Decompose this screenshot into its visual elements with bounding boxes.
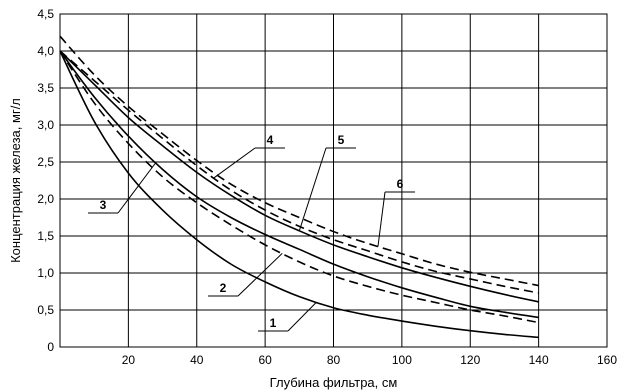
y-tick-label: 0 bbox=[47, 340, 54, 354]
callout-leader-2 bbox=[237, 253, 283, 297]
y-tick-label: 2,5 bbox=[37, 155, 54, 169]
y-tick-label: 4,5 bbox=[37, 7, 54, 21]
x-axis-ticks: 20 40 60 80 100 120 140 160 bbox=[122, 353, 618, 367]
x-tick-label: 20 bbox=[122, 353, 136, 367]
series-line-1 bbox=[59, 50, 539, 339]
y-tick-label: 3,0 bbox=[37, 118, 54, 132]
callout-label-2: 2 bbox=[220, 281, 227, 295]
x-tick-label: 100 bbox=[392, 353, 412, 367]
series-line-4 bbox=[59, 50, 539, 294]
series-line-3 bbox=[59, 50, 539, 319]
callout-layer: 1 2 3 4 5 6 bbox=[88, 133, 415, 332]
series-line-6 bbox=[59, 35, 539, 287]
callout-label-6: 6 bbox=[397, 177, 404, 191]
x-tick-label: 80 bbox=[327, 353, 341, 367]
callout-leader-6 bbox=[377, 191, 386, 247]
y-tick-label: 3,5 bbox=[37, 81, 54, 95]
x-axis-title: Глубина фильтра, см bbox=[270, 375, 398, 390]
x-tick-label: 160 bbox=[597, 353, 617, 367]
x-tick-label: 140 bbox=[529, 353, 549, 367]
callout-label-5: 5 bbox=[338, 133, 345, 147]
callout-leader-3 bbox=[117, 162, 157, 214]
callout-label-1: 1 bbox=[270, 316, 277, 330]
callout-leader-5 bbox=[298, 147, 327, 231]
callout-leader-4 bbox=[213, 147, 256, 179]
x-tick-label: 120 bbox=[460, 353, 480, 367]
callout-label-4: 4 bbox=[267, 133, 274, 147]
series-line-2 bbox=[59, 50, 539, 324]
series-layer bbox=[59, 35, 539, 339]
callout-label-3: 3 bbox=[100, 198, 107, 212]
callout-leader-1 bbox=[287, 301, 317, 332]
y-tick-label: 4,0 bbox=[37, 44, 54, 58]
x-tick-label: 60 bbox=[258, 353, 272, 367]
x-tick-label: 40 bbox=[190, 353, 204, 367]
y-tick-label: 1,0 bbox=[37, 266, 54, 280]
y-axis-title: Концентрация железа, мг/л bbox=[8, 98, 23, 263]
plot-frame bbox=[59, 13, 608, 348]
y-axis-ticks: 0 0,5 1,0 1,5 2,0 2,5 3,0 3,5 4,0 4,5 bbox=[37, 7, 54, 354]
y-tick-label: 2,0 bbox=[37, 192, 54, 206]
y-tick-label: 0,5 bbox=[37, 303, 54, 317]
y-tick-label: 1,5 bbox=[37, 229, 54, 243]
